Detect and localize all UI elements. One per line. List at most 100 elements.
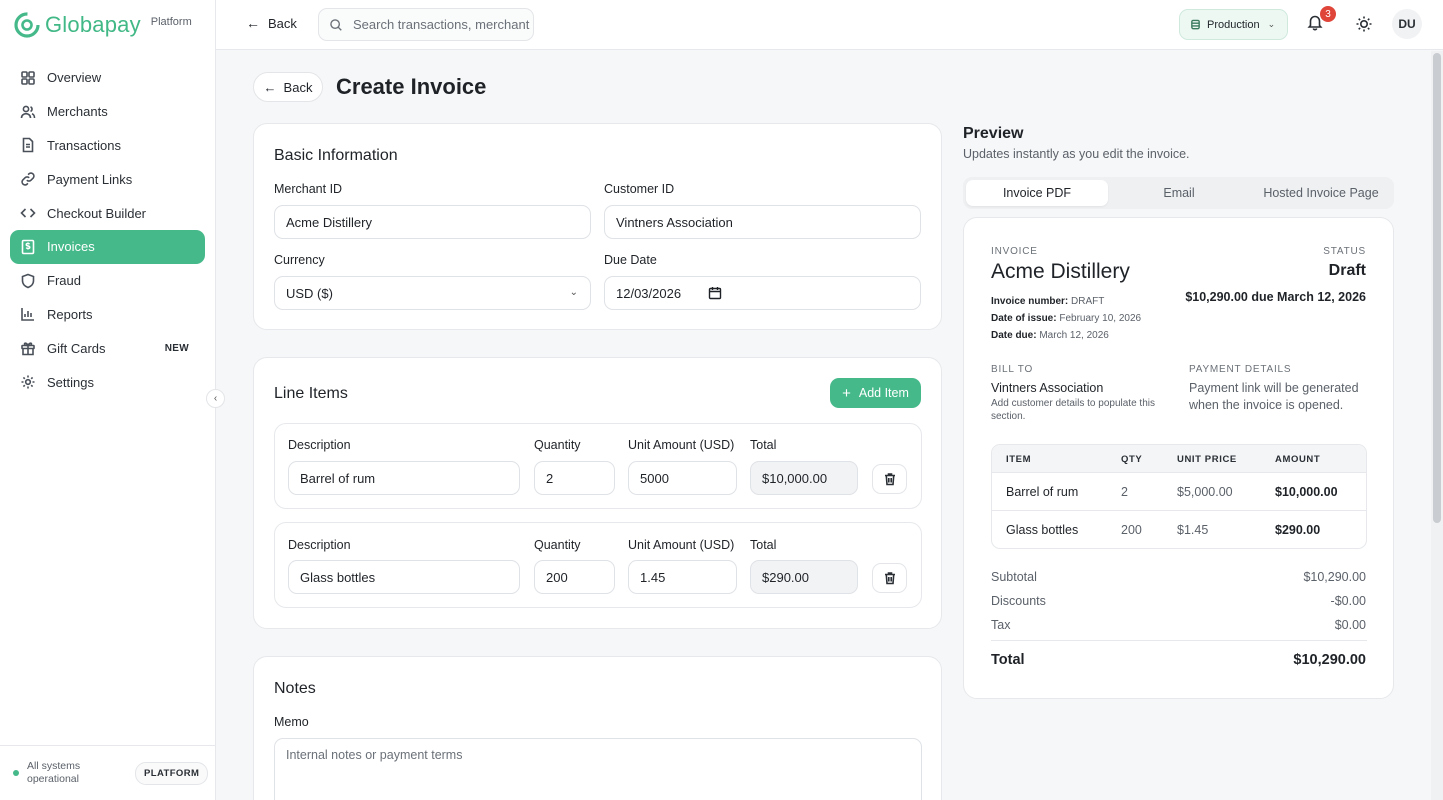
unit-price-cell: $1.45 [1177, 523, 1209, 537]
tab-email[interactable]: Email [1163, 186, 1195, 200]
shield-icon [21, 273, 35, 289]
globapay-logo-icon [14, 12, 40, 38]
qty-cell: 2 [1121, 485, 1128, 499]
invoice-number: Invoice number: DRAFT [991, 296, 1104, 307]
description-input[interactable]: Barrel of rum [288, 461, 520, 495]
merchant-id-input[interactable]: Acme Distillery [274, 205, 591, 239]
sidebar-item-label: Reports [47, 306, 93, 322]
quantity-input[interactable]: 200 [534, 560, 615, 594]
column-header: ITEM [1006, 454, 1032, 465]
due-summary: $10,290.00 due March 12, 2026 [1185, 290, 1366, 304]
column-header: QTY [1121, 454, 1143, 465]
currency-label: Currency [274, 253, 325, 267]
notes-card: Notes Memo Internal notes or payment ter… [253, 656, 942, 800]
trash-icon [884, 572, 895, 585]
link-icon [21, 172, 35, 186]
theme-toggle-button[interactable] [1355, 15, 1373, 33]
search-box[interactable] [318, 8, 534, 41]
user-avatar[interactable]: DU [1392, 9, 1422, 39]
calendar-icon[interactable] [708, 286, 722, 300]
unit-price-cell: $5,000.00 [1177, 485, 1233, 499]
sidebar-item-payment-links[interactable]: Payment Links [10, 162, 205, 196]
notes-title: Notes [274, 680, 316, 697]
memo-textarea[interactable]: Internal notes or payment terms [274, 738, 922, 800]
amount-cell: $10,000.00 [1275, 485, 1338, 499]
invoice-preview: INVOICE Acme Distillery STATUS Draft $10… [963, 217, 1394, 699]
sidebar-item-merchants[interactable]: Merchants [10, 95, 205, 129]
payment-details-caption: PAYMENT DETAILS [1189, 364, 1292, 375]
sidebar-nav: Overview Merchants Transactions Payment … [0, 50, 215, 399]
basic-information-card: Basic Information Merchant ID Acme Disti… [253, 123, 942, 330]
unit-amount-input[interactable]: 5000 [628, 461, 737, 495]
total-output: $10,000.00 [750, 461, 858, 495]
preview-tabs: Invoice PDF Email Hosted Invoice Page [963, 177, 1394, 209]
sidebar-item-reports[interactable]: Reports [10, 298, 205, 332]
column-header: AMOUNT [1275, 454, 1321, 465]
sidebar-item-overview[interactable]: Overview [10, 61, 205, 95]
preview-subtitle: Updates instantly as you edit the invoic… [963, 147, 1190, 161]
notifications-button[interactable] [1306, 13, 1328, 35]
search-input[interactable] [353, 17, 533, 32]
page-back-label: Back [283, 79, 313, 95]
sidebar-item-fraud[interactable]: Fraud [10, 264, 205, 298]
table-header: ITEM QTY UNIT PRICE AMOUNT [992, 445, 1366, 473]
total-label: Total [750, 438, 777, 452]
preview-title: Preview [963, 125, 1024, 142]
discounts-label: Discounts [991, 594, 1046, 608]
chevron-left-icon: ‹ [213, 393, 218, 404]
brand[interactable]: Globapay Platform [0, 0, 215, 50]
topbar: ← Back Production ⌄ 3 DU [216, 0, 1443, 50]
delete-line-item-button[interactable] [872, 563, 907, 593]
divider [991, 640, 1367, 641]
delete-line-item-button[interactable] [872, 464, 907, 494]
total-label: Total [750, 538, 777, 552]
item-cell: Barrel of rum [1006, 485, 1079, 499]
quantity-input[interactable]: 2 [534, 461, 615, 495]
table-row: Barrel of rum 2 $5,000.00 $10,000.00 [992, 473, 1366, 511]
top-back-button[interactable]: ← Back [246, 15, 297, 31]
page-title: Create Invoice [336, 74, 487, 99]
quantity-label: Quantity [534, 538, 581, 552]
currency-select[interactable]: USD ($) ⌄ [274, 276, 591, 310]
sidebar-item-invoices[interactable]: Invoices [10, 229, 205, 264]
database-icon [1191, 19, 1200, 30]
scrollbar-thumb[interactable] [1433, 53, 1441, 523]
sidebar: Globapay Platform Overview Merchants Tra… [0, 0, 216, 800]
sun-icon [1356, 16, 1372, 32]
page-back-button[interactable]: ← Back [253, 72, 323, 102]
arrow-left-icon: ← [246, 15, 260, 31]
customer-id-input[interactable]: Vintners Association [604, 205, 921, 239]
due-date-label: Due Date [604, 253, 657, 267]
tab-invoice-pdf[interactable]: Invoice PDF [966, 180, 1108, 206]
meta-key: Invoice number: [991, 296, 1069, 307]
currency-value: USD ($) [286, 285, 333, 301]
sidebar-item-checkout-builder[interactable]: Checkout Builder [10, 196, 205, 230]
environment-select[interactable]: Production ⌄ [1179, 9, 1288, 40]
code-icon [20, 208, 36, 218]
arrow-left-icon: ← [263, 79, 277, 95]
line-items-title: Line Items [274, 385, 348, 402]
due-date-input[interactable]: 12/03/2026 [604, 276, 921, 310]
unit-amount-label: Unit Amount (USD) [628, 538, 735, 552]
meta-value: February 10, 2026 [1059, 313, 1142, 324]
sidebar-item-label: Checkout Builder [47, 205, 146, 221]
sidebar-item-gift-cards[interactable]: Gift Cards NEW [10, 331, 205, 365]
collapse-sidebar-button[interactable]: ‹ [206, 389, 225, 408]
status-dot [13, 770, 19, 776]
sidebar-item-transactions[interactable]: Transactions [10, 129, 205, 163]
search-icon [330, 18, 342, 31]
tab-hosted-invoice-page[interactable]: Hosted Invoice Page [1263, 186, 1379, 200]
sidebar-item-settings[interactable]: Settings [10, 365, 205, 399]
platform-badge[interactable]: PLATFORM [135, 761, 209, 785]
brand-name: Globapay [45, 12, 141, 37]
new-badge: NEW [164, 342, 189, 354]
description-input[interactable]: Glass bottles [288, 560, 520, 594]
unit-amount-input[interactable]: 1.45 [628, 560, 737, 594]
description-label: Description [288, 438, 351, 452]
customer-id-label: Customer ID [604, 182, 675, 196]
add-item-label: Add Item [858, 386, 909, 400]
sidebar-item-label: Transactions [47, 137, 121, 153]
add-item-button[interactable]: + Add Item [830, 378, 921, 408]
discounts-value: -$0.00 [1330, 594, 1366, 608]
line-item-row: Description Quantity Unit Amount (USD) T… [274, 522, 922, 608]
